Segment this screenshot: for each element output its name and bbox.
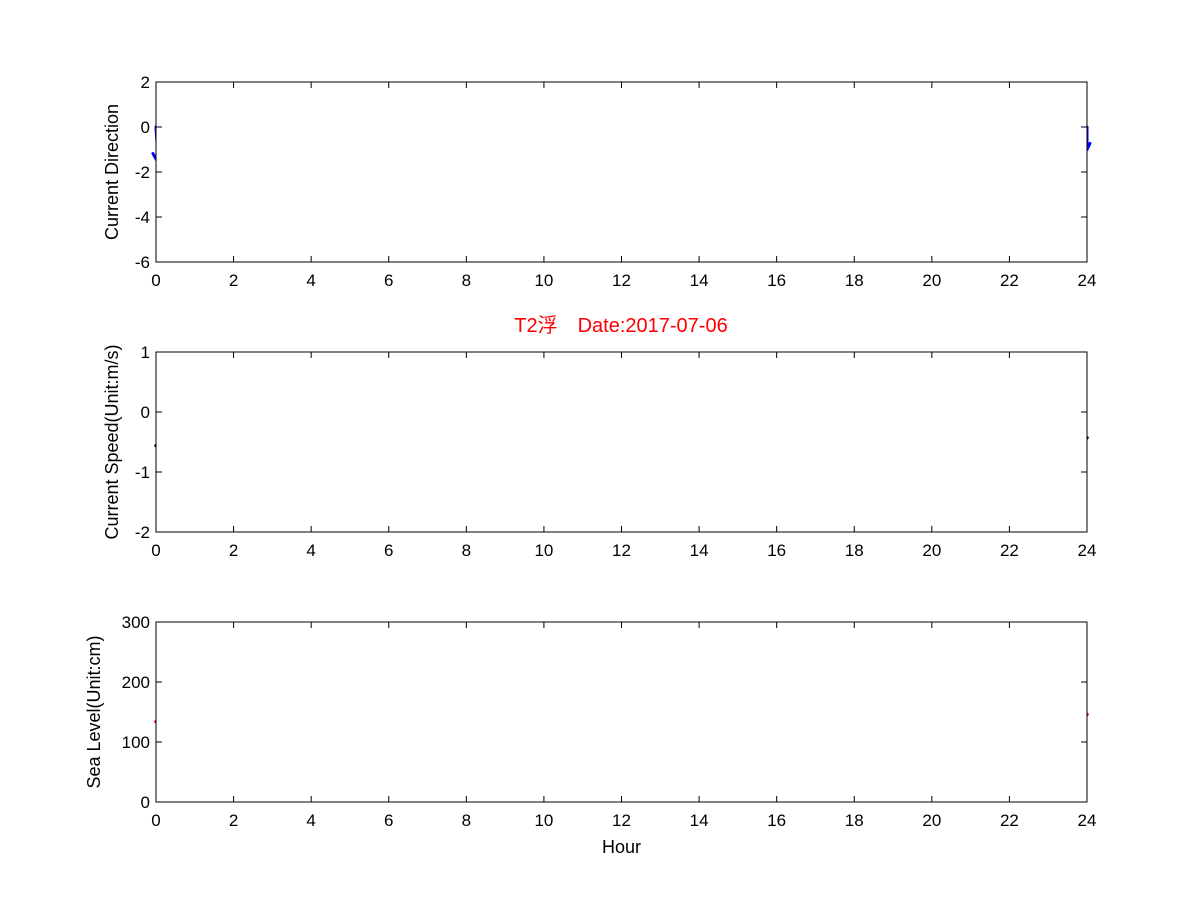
sea-level-x-tick-label: 6 bbox=[384, 811, 393, 830]
direction-y-tick-label: 0 bbox=[141, 118, 150, 137]
direction-x-tick-label: 8 bbox=[462, 271, 471, 290]
sea-level-y-tick-label: 0 bbox=[141, 793, 150, 812]
sea-level-x-tick-label: 16 bbox=[767, 811, 786, 830]
sea-level-x-tick-label: 10 bbox=[534, 811, 553, 830]
direction-y-axis-label: Current Direction bbox=[102, 104, 122, 240]
sea-level-y-tick-label: 100 bbox=[122, 733, 150, 752]
direction-x-tick-label: 2 bbox=[229, 271, 238, 290]
speed-y-tick-label: 1 bbox=[141, 343, 150, 362]
direction-x-tick-label: 4 bbox=[306, 271, 315, 290]
sea-level-axes-frame bbox=[155, 621, 1088, 803]
speed-x-tick-label: 4 bbox=[306, 541, 315, 560]
sea-level-x-tick-label: 0 bbox=[151, 811, 160, 830]
sea-level-x-tick-label: 24 bbox=[1078, 811, 1097, 830]
direction-x-tick-label: 0 bbox=[151, 271, 160, 290]
speed-x-tick-label: 18 bbox=[845, 541, 864, 560]
direction-y-tick-label: -2 bbox=[135, 163, 150, 182]
direction-x-tick-label: 24 bbox=[1078, 271, 1097, 290]
sea-level-x-tick-label: 8 bbox=[462, 811, 471, 830]
direction-x-tick-label: 6 bbox=[384, 271, 393, 290]
sea-level-y-tick-label: 200 bbox=[122, 673, 150, 692]
speed-x-tick-label: 6 bbox=[384, 541, 393, 560]
direction-axes-frame bbox=[155, 81, 1088, 263]
direction-y-tick-label: 2 bbox=[141, 73, 150, 92]
direction-x-tick-label: 22 bbox=[1000, 271, 1019, 290]
speed-x-tick-label: 24 bbox=[1078, 541, 1097, 560]
speed-x-tick-label: 2 bbox=[229, 541, 238, 560]
sea-level-x-tick-label: 22 bbox=[1000, 811, 1019, 830]
speed-x-tick-label: 16 bbox=[767, 541, 786, 560]
speed-y-tick-label: 0 bbox=[141, 403, 150, 422]
chart-title: T2浮 Date:2017-07-06 bbox=[514, 314, 727, 337]
speed-y-tick-label: -1 bbox=[135, 463, 150, 482]
sea-level-y-axis-label: Sea Level(Unit:cm) bbox=[84, 635, 104, 788]
direction-x-tick-label: 16 bbox=[767, 271, 786, 290]
sea-level-x-tick-label: 14 bbox=[690, 811, 709, 830]
direction-y-tick-label: -4 bbox=[135, 208, 150, 227]
speed-x-tick-label: 10 bbox=[534, 541, 553, 560]
speed-axes-frame bbox=[155, 351, 1088, 533]
direction-x-tick-label: 10 bbox=[534, 271, 553, 290]
direction-x-tick-label: 18 bbox=[845, 271, 864, 290]
sea-level-x-axis-label: Hour bbox=[602, 837, 641, 857]
speed-x-tick-label: 14 bbox=[690, 541, 709, 560]
speed-y-tick-label: -2 bbox=[135, 523, 150, 542]
direction-x-tick-label: 20 bbox=[922, 271, 941, 290]
direction-x-tick-label: 14 bbox=[690, 271, 709, 290]
speed-x-tick-label: 20 bbox=[922, 541, 941, 560]
sea-level-x-tick-label: 18 bbox=[845, 811, 864, 830]
sea-level-y-tick-label: 300 bbox=[122, 613, 150, 632]
speed-x-tick-label: 12 bbox=[612, 541, 631, 560]
direction-x-tick-label: 12 bbox=[612, 271, 631, 290]
direction-y-tick-label: -6 bbox=[135, 253, 150, 272]
speed-x-tick-label: 8 bbox=[462, 541, 471, 560]
sea-level-x-tick-label: 20 bbox=[922, 811, 941, 830]
sea-level-x-tick-label: 12 bbox=[612, 811, 631, 830]
speed-y-axis-label: Current Speed(Unit:m/s) bbox=[102, 344, 122, 539]
speed-x-tick-label: 22 bbox=[1000, 541, 1019, 560]
sea-level-x-tick-label: 4 bbox=[306, 811, 315, 830]
sea-level-x-tick-label: 2 bbox=[229, 811, 238, 830]
speed-x-tick-label: 0 bbox=[151, 541, 160, 560]
